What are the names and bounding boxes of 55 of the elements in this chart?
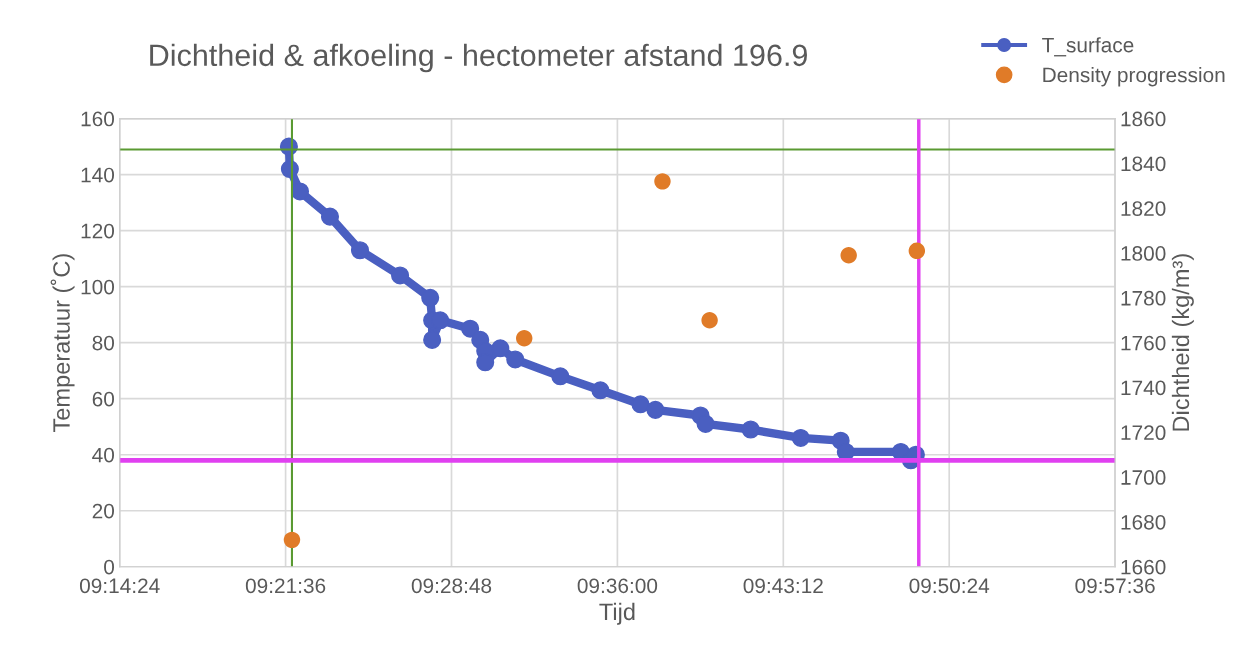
y2-tick-label: 1660 xyxy=(1121,559,1166,575)
point xyxy=(461,319,480,338)
point xyxy=(696,414,715,433)
point xyxy=(516,329,533,347)
x-tick-label: 09:14:24 xyxy=(79,578,160,594)
point xyxy=(701,312,718,329)
y-axis-title: Temperatuur (˚C) xyxy=(50,254,75,433)
chart-title: Dichtheid & afkoeling - hectometer afstand 196.9 xyxy=(150,43,807,73)
y-tick-label: 100 xyxy=(81,279,115,295)
y2-axis-title: Dichtheid (kg/m³) xyxy=(1171,254,1194,431)
point xyxy=(551,367,570,386)
point xyxy=(908,242,926,260)
y2-tick-label: 1740 xyxy=(1121,380,1166,396)
point xyxy=(646,400,665,419)
x-tick-label: 09:36:00 xyxy=(577,578,658,594)
y-tick-label: 120 xyxy=(81,223,115,239)
legend-label: Density progression xyxy=(1043,67,1225,87)
point xyxy=(350,241,370,260)
point xyxy=(741,420,760,439)
x-tick-label: 09:57:36 xyxy=(1075,578,1155,594)
x-tick-label: 09:50:24 xyxy=(909,578,990,594)
y-tick-label: 20 xyxy=(92,503,115,519)
y-tick-label: 160 xyxy=(81,111,115,127)
point xyxy=(391,266,410,285)
y2-tick-label: 1680 xyxy=(1121,514,1166,530)
y2-tick-label: 1760 xyxy=(1121,335,1166,351)
x-axis-title: Tijd xyxy=(599,602,635,625)
y2-tick-label: 1860 xyxy=(1121,111,1166,127)
point xyxy=(320,207,340,226)
y2-tick-label: 1820 xyxy=(1121,201,1166,216)
y-tick-label: 40 xyxy=(92,447,115,463)
point xyxy=(591,381,610,400)
y2-tick-label: 1800 xyxy=(1121,246,1166,261)
x-tick-label: 09:28:48 xyxy=(411,578,492,594)
point xyxy=(654,173,671,190)
y2-tick-label: 1840 xyxy=(1121,156,1166,172)
point xyxy=(631,395,650,414)
point xyxy=(791,428,810,447)
y-tick-label: 60 xyxy=(92,391,115,407)
y-tick-label: 140 xyxy=(81,167,115,183)
point xyxy=(840,247,857,264)
point xyxy=(506,350,525,369)
point xyxy=(290,182,310,201)
y2-tick-label: 1700 xyxy=(1121,470,1166,485)
y2-tick-label: 1720 xyxy=(1121,425,1166,441)
legend-label: T_surface xyxy=(1042,37,1134,57)
point xyxy=(423,330,442,349)
point xyxy=(283,531,301,549)
x-tick-label: 09:43:12 xyxy=(743,578,823,594)
point xyxy=(491,339,510,358)
y-tick-label: 80 xyxy=(92,335,115,351)
y-tick-label: 0 xyxy=(104,559,115,575)
y2-tick-label: 1780 xyxy=(1121,290,1166,306)
point xyxy=(421,288,440,307)
x-tick-label: 09:21:36 xyxy=(245,578,326,594)
